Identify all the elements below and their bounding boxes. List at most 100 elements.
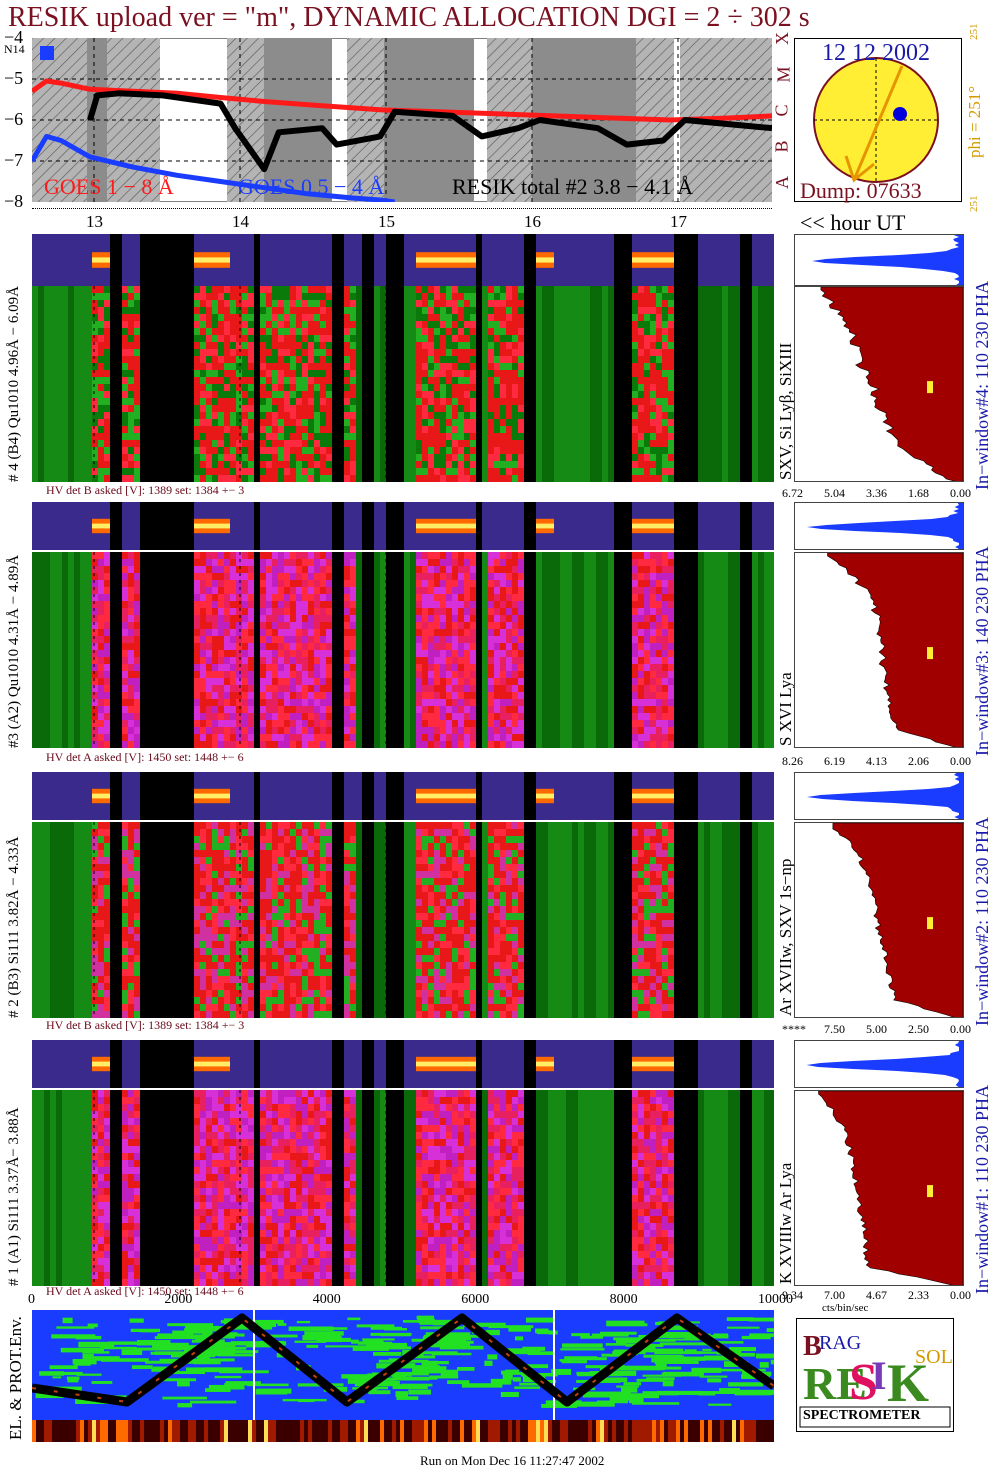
pha-tick-label: 6.72: [782, 486, 803, 500]
seconds-tick-label: 10000: [758, 1292, 793, 1307]
channel-3-strip: [32, 502, 774, 550]
page-title: RESIK upload ver = "m", DYNAMIC ALLOCATI…: [8, 2, 810, 33]
hour-tick-label: 17: [670, 212, 687, 231]
channel-3-inwindow-label: In−window#3: 140 230 PHA: [972, 546, 992, 756]
hour-tick-label: 16: [524, 212, 541, 231]
pha-histogram-area: [827, 553, 963, 747]
seconds-tick-label: 6000: [461, 1292, 490, 1307]
channel-2-lines-label: Ar XVIIw, SXV 1s−np: [776, 858, 795, 1016]
seconds-tick-label: 4000: [312, 1292, 341, 1307]
goes-axis-tag: N14: [4, 42, 25, 56]
pha-tick-label: 2.50: [908, 1022, 929, 1036]
sun-dump: Dump: 07633: [800, 178, 922, 203]
resik-logo: B RAG RE S I K SOLAR SPECTROMETER: [796, 1318, 954, 1432]
goes-series-0: [32, 78, 772, 123]
hour-tick-label: 13: [86, 212, 103, 231]
goes-series-1: [32, 133, 396, 202]
channel-1-hv-label: HV det A asked [V]: 1450 set: 1448 +− 6: [46, 1284, 244, 1298]
channel-2-pha-histogram: [794, 822, 964, 1018]
sun-panel: [794, 38, 962, 202]
channel-2-range-label: # 2 (B3) Si111 3.82Å − 4.33Å: [6, 836, 22, 1018]
goes-lightcurve-plot: [32, 38, 772, 202]
pha-tick-label: 8.26: [782, 754, 803, 768]
pha-tick-label: 1.68: [908, 486, 929, 500]
logo-spectrometer-text: SPECTROMETER: [803, 1408, 921, 1423]
environment-panel: [32, 1310, 774, 1420]
pha-tick-label: 3.36: [866, 486, 887, 500]
pha-tick-label: 2.06: [908, 754, 929, 768]
pha-unit-label: cts/bin/sec: [822, 1302, 869, 1314]
channel-4-hv-label: HV det B asked [V]: 1389 set: 1384 +− 3: [46, 483, 245, 497]
pha-histogram-area: [820, 287, 963, 481]
channel-2-pha-small: [794, 772, 964, 820]
channel-2-spectrogram: [32, 822, 774, 1018]
environment-color-strip: [32, 1420, 774, 1442]
goes-series-2: [87, 90, 772, 173]
channel-2-strip: [32, 772, 774, 820]
channel-3-range-label: #3 (A2) Qu1010 4.31Å − 4.89Å: [6, 554, 22, 748]
hour-axis-line: [32, 208, 772, 209]
pha-tick-label: 6.19: [824, 754, 845, 768]
goes-panel: [32, 38, 772, 202]
channel-3-pha-small: [794, 502, 964, 550]
pha-histogram-area: [832, 823, 963, 1017]
pha-tick-label: 7.00: [824, 1288, 845, 1302]
pha-tick-label: 2.33: [908, 1288, 929, 1302]
goes-y-tick: −8: [4, 191, 24, 211]
environment-label: EL. & PROT.Env.: [6, 1316, 25, 1440]
pha-tick-label: 5.00: [866, 1022, 887, 1036]
hour-tick-label: 15: [378, 212, 395, 231]
pha-tick-label: 0.00: [950, 1288, 971, 1302]
pha-window-marker: [927, 647, 933, 660]
pha-tick-label: 9.34: [782, 1288, 803, 1302]
channel-4-spectrogram: [32, 286, 774, 482]
channel-1-spectrogram: [32, 1090, 774, 1286]
pha-tick-label: 0.00: [950, 1022, 971, 1036]
pha-tick-label: 7.50: [824, 1022, 845, 1036]
channel-4-strip: [32, 234, 774, 286]
active-region-spot: [893, 107, 907, 121]
channel-4-inwindow-label: In−window#4: 110 230 PHA: [972, 281, 992, 490]
channel-1-range-label: # 1 (A1) Si111 3.37Å− 3.88Å: [6, 1107, 22, 1286]
goes-y-tick: −5: [4, 68, 24, 88]
channel-1-pha-small: [794, 1040, 964, 1088]
pha-histogram-area: [818, 1091, 963, 1285]
channel-4-pha-small: [794, 234, 964, 286]
seconds-tick-label: 2000: [164, 1292, 193, 1307]
seconds-tick-label: 0: [28, 1292, 35, 1307]
roll-arrow: [852, 65, 904, 181]
goes-y-tick: −6: [4, 109, 24, 129]
goes-y-tick: −4: [4, 27, 24, 47]
sun-phi-label: phi = 251°: [965, 85, 984, 158]
flare-class-letter: A: [772, 176, 792, 189]
environment-plot: [32, 1310, 774, 1420]
seconds-tick-label: 8000: [609, 1292, 638, 1307]
pha-tick-label: 0.00: [950, 486, 971, 500]
flare-class-letter: C: [771, 104, 792, 117]
sun-disk-plot: [794, 38, 962, 202]
sun-date: 12 12 2002: [822, 40, 930, 66]
channel-4-range-label: # 4 (B4) Qu1010 4.96Å − 6.09Å: [6, 286, 22, 482]
pha-tick-label: 0.00: [950, 754, 971, 768]
flare-class-letter: M: [773, 66, 794, 83]
pha-window-marker: [927, 381, 933, 394]
flare-class-letter: B: [771, 140, 792, 153]
goes-legend-resik: RESIK total #2 3.8 − 4.1 Å: [452, 174, 693, 199]
sun-phi-tick-top: 251: [968, 23, 980, 41]
sun-phi-tick-bottom: 251: [968, 195, 980, 213]
channel-1-lines-label: K XVIIIw Ar Lya: [776, 1162, 795, 1284]
logo-graphic: B RAG RE S I K SOLAR: [799, 1322, 953, 1428]
goes-legend-long: GOES 1 − 8 Å: [44, 174, 174, 199]
channel-4-pha-histogram: [794, 286, 964, 482]
channel-1-inwindow-label: In−window#1: 110 230 PHA: [972, 1085, 992, 1294]
pha-tick-label: 4.67: [866, 1288, 887, 1302]
pha-window-marker: [927, 1185, 933, 1198]
channel-3-hv-label: HV det A asked [V]: 1450 set: 1448 +− 6: [46, 750, 244, 764]
goes-legend-short: GOES 0.5 − 4 Å: [238, 174, 385, 199]
channel-3-pha-histogram: [794, 552, 964, 748]
channel-3-lines-label: S XVI Lya: [776, 672, 795, 746]
axis-tag-marker: [40, 46, 54, 60]
pha-window-marker: [927, 917, 933, 930]
channel-3-spectrogram: [32, 552, 774, 748]
channel-1-pha-histogram: [794, 1090, 964, 1286]
